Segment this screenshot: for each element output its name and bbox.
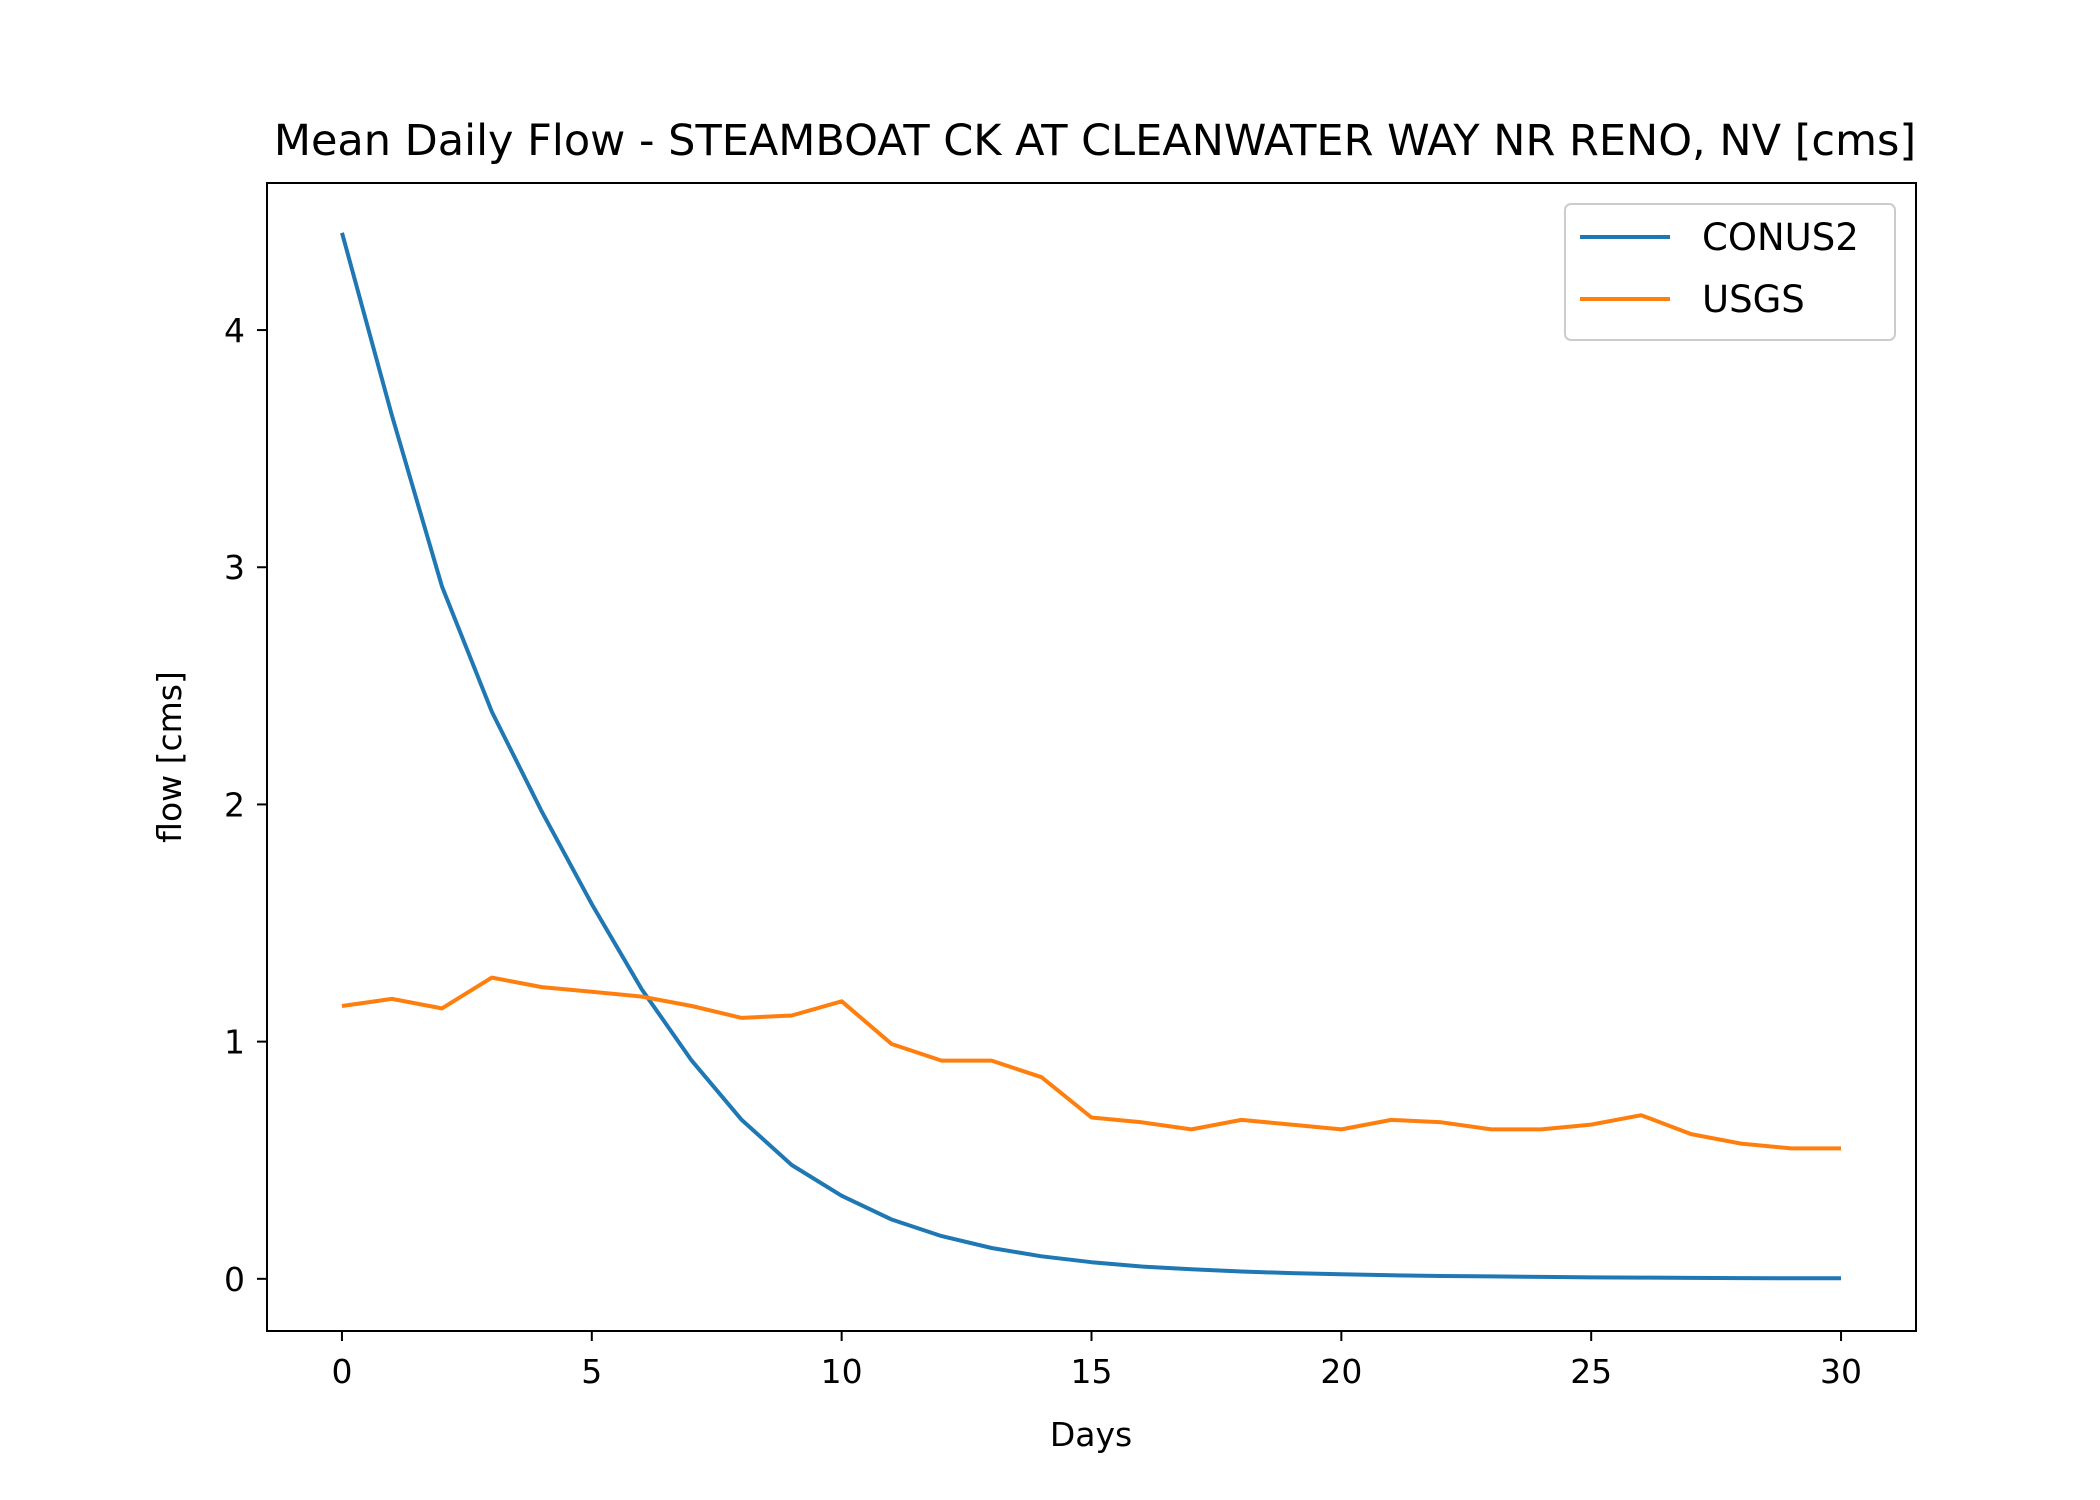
x-axis-label: Days (1050, 1415, 1132, 1454)
chart-title: Mean Daily Flow - STEAMBOAT CK AT CLEANW… (274, 116, 1916, 166)
x-tick-label: 5 (581, 1352, 602, 1391)
series-line-conus2 (340, 232, 1841, 1281)
y-tick-label: 4 (224, 311, 245, 350)
series-line-usgs (341, 975, 1841, 1151)
x-tick-label: 25 (1570, 1352, 1612, 1391)
series-lines (340, 232, 1841, 1281)
legend: CONUS2 USGS (1564, 203, 1896, 341)
x-tick-label: 30 (1820, 1352, 1862, 1391)
legend-label: CONUS2 (1702, 216, 1859, 259)
x-tick-label: 20 (1320, 1352, 1362, 1391)
y-tick-label: 2 (224, 785, 245, 824)
x-tick-label: 15 (1071, 1352, 1113, 1391)
x-tick-label: 0 (331, 1352, 352, 1391)
x-axis: 0 5 10 15 20 25 30 (331, 1331, 1862, 1391)
y-axis: 0 1 2 3 4 (224, 311, 267, 1299)
x-tick-label: 10 (821, 1352, 863, 1391)
legend-label: USGS (1702, 278, 1805, 321)
y-tick-label: 1 (224, 1023, 245, 1062)
y-axis-label: flow [cms] (150, 671, 189, 843)
y-tick-label: 0 (224, 1260, 245, 1299)
y-tick-label: 3 (224, 548, 245, 587)
